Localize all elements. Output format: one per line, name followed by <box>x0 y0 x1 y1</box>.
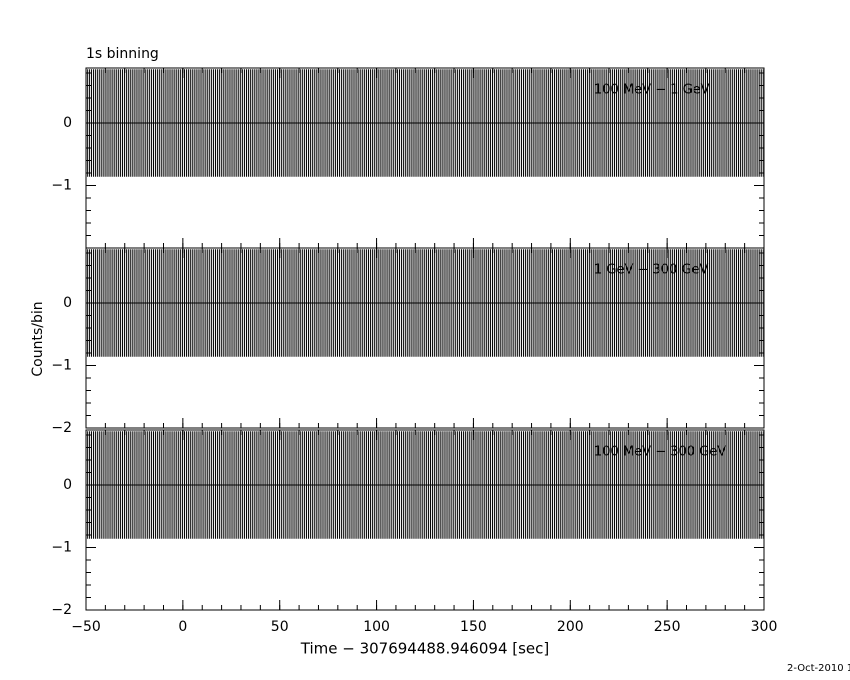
y-tick-label: −2 <box>51 420 72 436</box>
x-tick-label: 300 <box>751 619 778 635</box>
y-tick-label: 0 <box>63 477 72 493</box>
x-tick-label: 0 <box>178 619 187 635</box>
y-tick-label: 0 <box>63 115 72 131</box>
x-tick-label: 200 <box>557 619 584 635</box>
timestamp: 2-Oct-2010 11:01 <box>787 663 850 674</box>
panel-label: 100 MeV − 1 GeV <box>594 83 710 98</box>
panel-label: 1 GeV − 300 GeV <box>594 263 709 278</box>
y-tick-label: −1 <box>51 358 72 374</box>
x-tick-label: 250 <box>654 619 681 635</box>
x-axis-label: Time − 307694488.946094 [sec] <box>300 640 550 658</box>
chart-title: 1s binning <box>86 46 159 62</box>
x-tick-label: 100 <box>363 619 390 635</box>
panel-label: 100 MeV − 300 GeV <box>594 445 726 460</box>
y-tick-label: −2 <box>51 602 72 618</box>
plot-frame <box>85 429 765 611</box>
y-tick-label: −1 <box>51 178 72 194</box>
plot-frame <box>85 247 765 429</box>
x-tick-label: 150 <box>460 619 487 635</box>
y-axis-label: Counts/bin <box>30 301 46 376</box>
y-tick-label: −1 <box>51 540 72 556</box>
x-tick-label: 50 <box>271 619 289 635</box>
y-tick-label: 0 <box>63 295 72 311</box>
x-tick-label: −50 <box>71 619 101 635</box>
